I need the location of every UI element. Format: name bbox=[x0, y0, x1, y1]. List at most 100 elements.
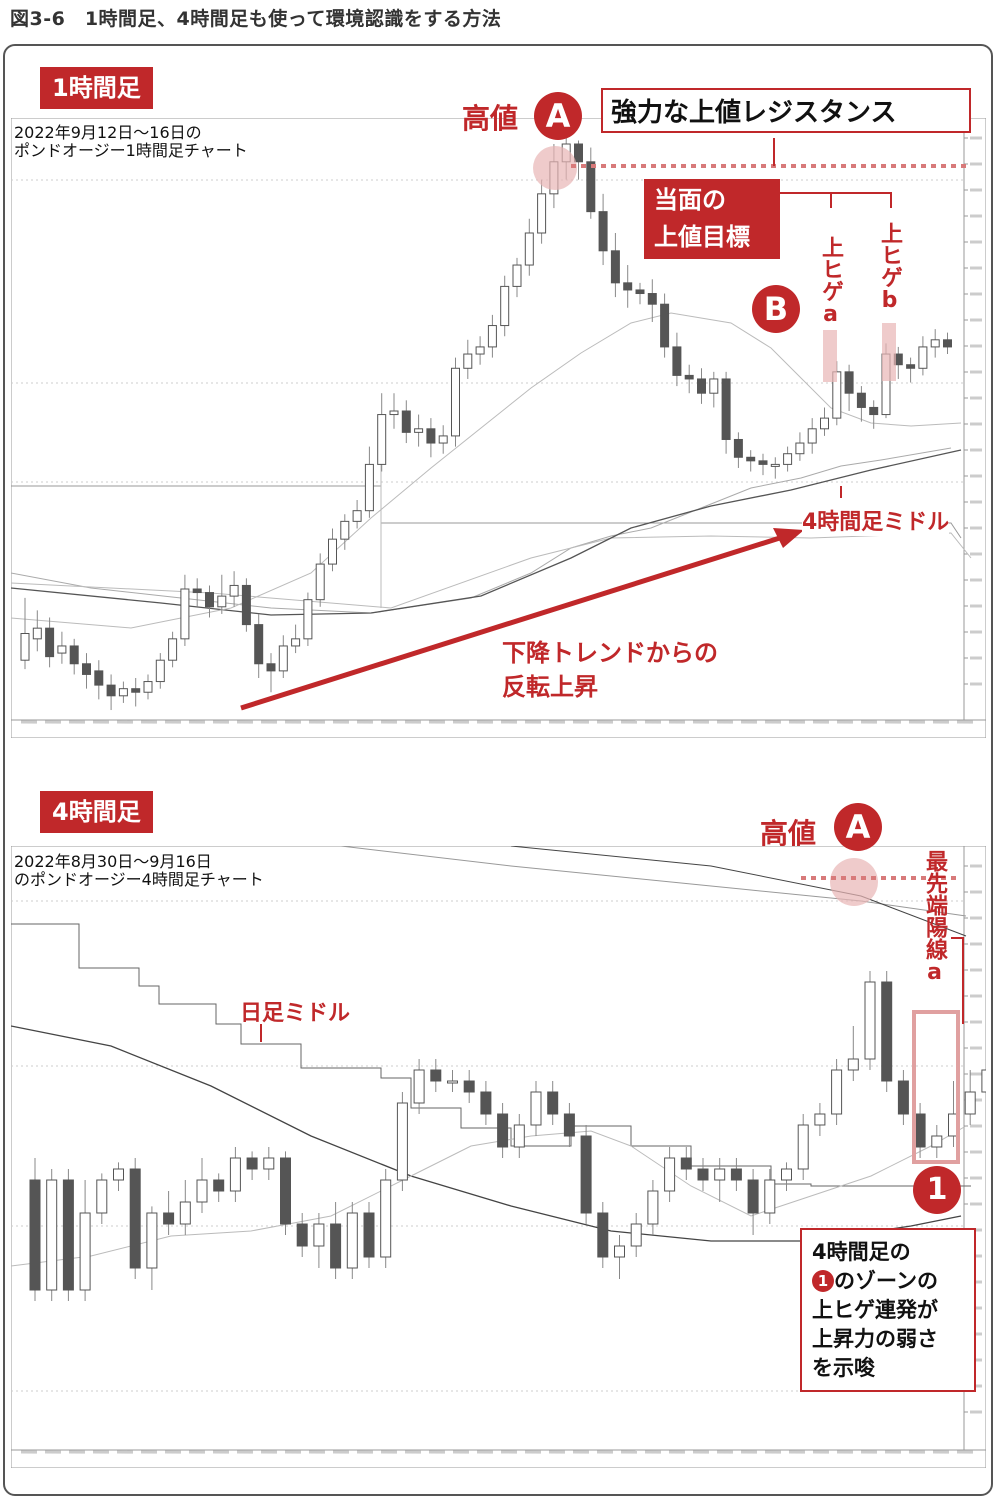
candle bbox=[697, 1168, 709, 1181]
candle bbox=[352, 510, 362, 522]
candle bbox=[229, 584, 239, 597]
candle bbox=[196, 1179, 208, 1203]
bottom-high-label: 高値 bbox=[760, 817, 817, 850]
candle bbox=[547, 1091, 559, 1115]
candle bbox=[330, 1223, 342, 1269]
candle bbox=[943, 339, 952, 348]
wick-a-label: 上ヒゲa bbox=[818, 236, 843, 327]
candle bbox=[303, 599, 313, 640]
chart-border bbox=[11, 118, 986, 738]
candle bbox=[447, 1080, 458, 1084]
bottom-desc-line1: 2022年8月30日～9月16日 bbox=[14, 852, 212, 871]
candle bbox=[414, 428, 424, 433]
candle bbox=[709, 378, 719, 394]
moving-average-upper bbox=[340, 846, 967, 917]
candle bbox=[62, 1179, 74, 1291]
moving-average-upper-dark bbox=[510, 846, 967, 937]
candle bbox=[664, 1157, 676, 1192]
candle bbox=[377, 414, 387, 465]
note-line3: 上ヒゲ連発が bbox=[812, 1298, 938, 1322]
candle bbox=[413, 1069, 425, 1104]
top-chart bbox=[11, 118, 986, 738]
candle bbox=[168, 638, 178, 661]
high-a-highlight bbox=[830, 858, 878, 906]
candle bbox=[96, 1179, 108, 1214]
candle bbox=[129, 1168, 141, 1269]
candle bbox=[610, 250, 620, 284]
candle bbox=[69, 645, 79, 665]
candle bbox=[451, 367, 460, 437]
candle bbox=[914, 1113, 926, 1148]
candle bbox=[328, 538, 337, 565]
candle bbox=[346, 1212, 358, 1269]
trend-label-line1: 下降トレンドからの bbox=[502, 639, 718, 667]
candle bbox=[964, 1091, 976, 1115]
candle bbox=[783, 453, 793, 465]
candle bbox=[291, 638, 301, 647]
candle bbox=[660, 303, 670, 348]
top-high-label: 高値 bbox=[462, 102, 519, 135]
candle bbox=[106, 684, 116, 697]
note-line1: 4時間足の bbox=[812, 1240, 911, 1264]
candle bbox=[814, 1113, 826, 1126]
bottom-panel-tag: 4時間足 bbox=[40, 791, 153, 833]
candle bbox=[530, 1091, 542, 1126]
target-bracket bbox=[779, 192, 892, 208]
candle bbox=[315, 563, 325, 601]
candle bbox=[586, 161, 596, 213]
latest-candle-connector bbox=[951, 937, 964, 1024]
latest-candle-label: 最先端陽線a bbox=[922, 850, 947, 985]
candle bbox=[770, 463, 780, 467]
candle bbox=[844, 371, 854, 394]
candle bbox=[266, 663, 276, 672]
candle bbox=[192, 588, 202, 594]
daily-middle-label: 日足ミドル bbox=[240, 1001, 351, 1026]
candle bbox=[426, 428, 436, 444]
note-circle-1: 1 bbox=[812, 1270, 834, 1292]
candle bbox=[513, 1124, 525, 1148]
candle bbox=[57, 645, 67, 654]
candle bbox=[313, 1223, 325, 1247]
candle bbox=[630, 1223, 642, 1247]
candle bbox=[500, 285, 510, 327]
candle bbox=[795, 442, 805, 455]
moving-average-fast bbox=[11, 1125, 967, 1267]
trend-arrow-line bbox=[240, 533, 787, 711]
candle bbox=[580, 1135, 592, 1214]
candle bbox=[981, 1069, 986, 1093]
target-label: 当面の 上値目標 bbox=[644, 179, 780, 259]
trend-arrow-head bbox=[773, 528, 804, 548]
note-line2-text: のゾーンの bbox=[834, 1269, 938, 1293]
candle bbox=[672, 346, 682, 376]
candle bbox=[32, 627, 42, 640]
candle bbox=[647, 293, 657, 305]
candle bbox=[246, 1157, 258, 1170]
candle bbox=[380, 1179, 392, 1258]
candle bbox=[931, 1135, 943, 1148]
candle bbox=[797, 1124, 809, 1170]
candle bbox=[623, 282, 633, 291]
candle bbox=[487, 325, 497, 348]
candle bbox=[864, 981, 876, 1060]
candle bbox=[217, 595, 227, 608]
h4-middle-label: 4時間足ミドル bbox=[802, 504, 950, 536]
candle bbox=[831, 1069, 843, 1115]
bottom-note: 4時間足の 1 のゾーンの 上ヒゲ連発が 上昇力の弱さ を示唆 bbox=[800, 1228, 976, 1392]
candle bbox=[113, 1168, 124, 1181]
bottom-chart-description: 2022年8月30日～9月16日 のポンドオージー4時間足チャート bbox=[14, 853, 264, 889]
candle bbox=[614, 1245, 625, 1258]
trend-label-line2: 反転上昇 bbox=[502, 673, 598, 701]
candle bbox=[721, 378, 731, 440]
candle bbox=[497, 1113, 509, 1148]
candle bbox=[29, 1179, 41, 1291]
candle bbox=[524, 232, 534, 266]
candle bbox=[881, 981, 893, 1082]
candle bbox=[179, 1201, 191, 1225]
bottom-high-circle-a: A bbox=[834, 803, 882, 851]
candle bbox=[764, 1179, 776, 1214]
candle bbox=[278, 645, 288, 672]
note-line5: を示唆 bbox=[812, 1356, 875, 1380]
candle bbox=[430, 1069, 442, 1082]
wick-b-label: 上ヒゲb bbox=[877, 222, 902, 313]
candle bbox=[20, 633, 30, 661]
